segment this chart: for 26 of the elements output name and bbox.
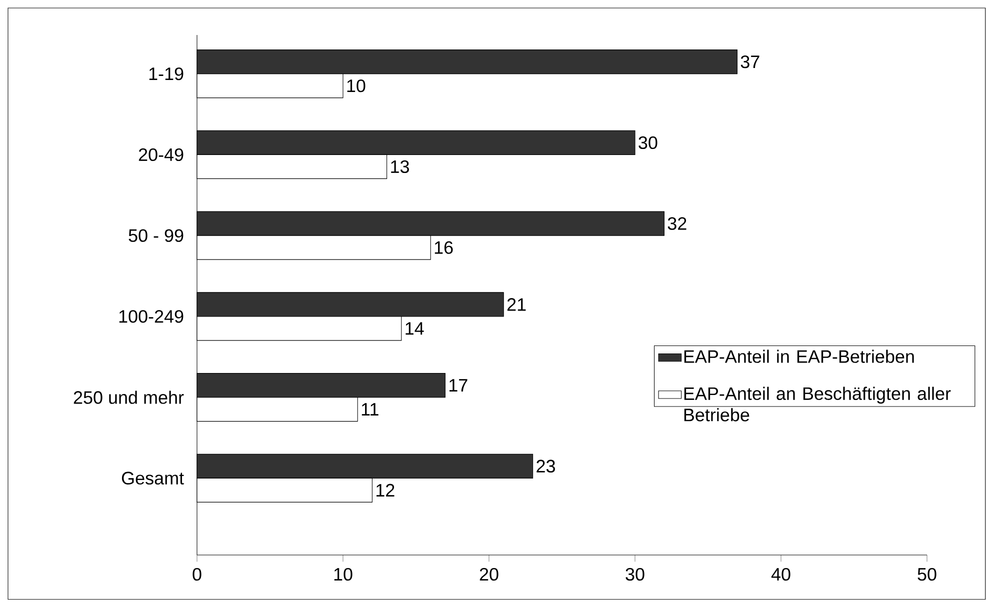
x-tick-label: 30 xyxy=(626,568,644,581)
x-tick-label: 50 xyxy=(918,568,936,581)
data-label: 16 xyxy=(434,241,453,254)
y-tick-label: 20-49 xyxy=(138,148,184,162)
data-label: 14 xyxy=(406,322,424,335)
y-tick-label: 1-19 xyxy=(149,67,184,80)
data-label: 17 xyxy=(450,379,468,392)
x-tick-label: 0 xyxy=(192,568,202,581)
data-label: 12 xyxy=(376,484,394,496)
y-tick-label: 50 - 99 xyxy=(128,229,184,242)
x-tick-label: 40 xyxy=(771,568,790,581)
data-label: 30 xyxy=(638,136,658,150)
data-label: 37 xyxy=(740,55,760,68)
data-label: 13 xyxy=(391,160,409,174)
data-label: 23 xyxy=(536,460,555,473)
x-tick-label: 10 xyxy=(334,568,352,581)
y-tick-label: Gesamt xyxy=(122,472,184,485)
data-label: 10 xyxy=(347,79,366,92)
data-label: 21 xyxy=(507,298,526,311)
legend-label: EAP-Anteil an Beschäftigten aller Betriebe xyxy=(684,386,951,422)
data-label: 32 xyxy=(668,217,686,230)
y-tick-label: 100-249 xyxy=(119,310,184,323)
y-tick-label: 250 und mehr xyxy=(74,390,184,404)
legend-label: EAP-Anteil in EAP-Betrieben xyxy=(684,350,914,363)
x-tick-label: 20 xyxy=(480,568,498,581)
data-label: 11 xyxy=(362,403,378,416)
